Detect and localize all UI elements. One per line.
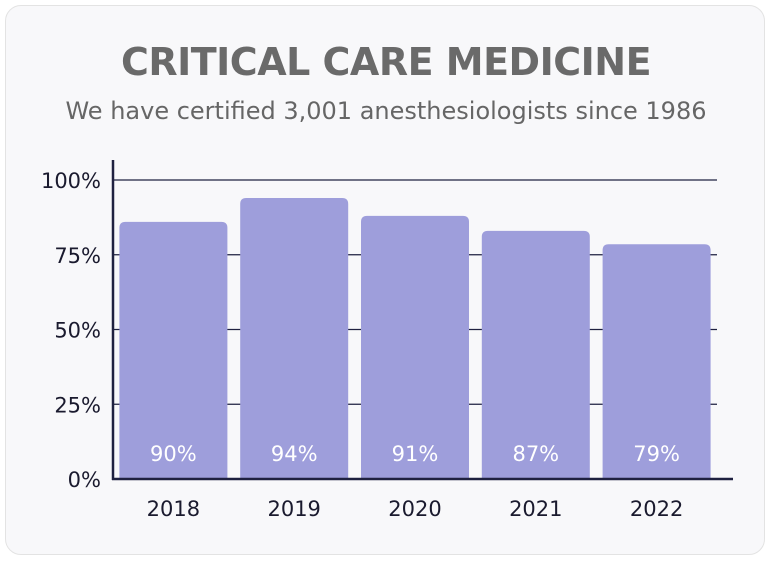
x-tick-label-2021: 2021: [509, 497, 562, 521]
bar-2019: [240, 197, 349, 479]
x-tick-label-2020: 2020: [388, 497, 441, 521]
bar-2018: [119, 221, 228, 480]
bar-2022: [602, 244, 711, 479]
chart-subtitle: We have certified 3,001 anesthesiologist…: [65, 97, 707, 125]
x-tick-label-2022: 2022: [630, 497, 683, 521]
bar-2020: [361, 215, 469, 479]
y-tick-label-100: 100%: [41, 169, 101, 193]
x-tick-label-2019: 2019: [267, 497, 320, 521]
y-tick-label-75: 75%: [54, 244, 101, 268]
chart-title: CRITICAL CARE MEDICINE: [120, 40, 652, 84]
bar-2021: [481, 230, 590, 479]
data-label-2022: 79%: [633, 442, 680, 466]
y-tick-label-0: 0%: [68, 468, 101, 492]
x-tick-label-2018: 2018: [147, 497, 200, 521]
data-label-2019: 94%: [271, 442, 318, 466]
data-label-2020: 91%: [392, 442, 439, 466]
data-label-2021: 87%: [512, 442, 559, 466]
y-tick-label-25: 25%: [54, 393, 101, 417]
data-label-2018: 90%: [150, 442, 197, 466]
y-tick-label-50: 50%: [54, 319, 101, 343]
